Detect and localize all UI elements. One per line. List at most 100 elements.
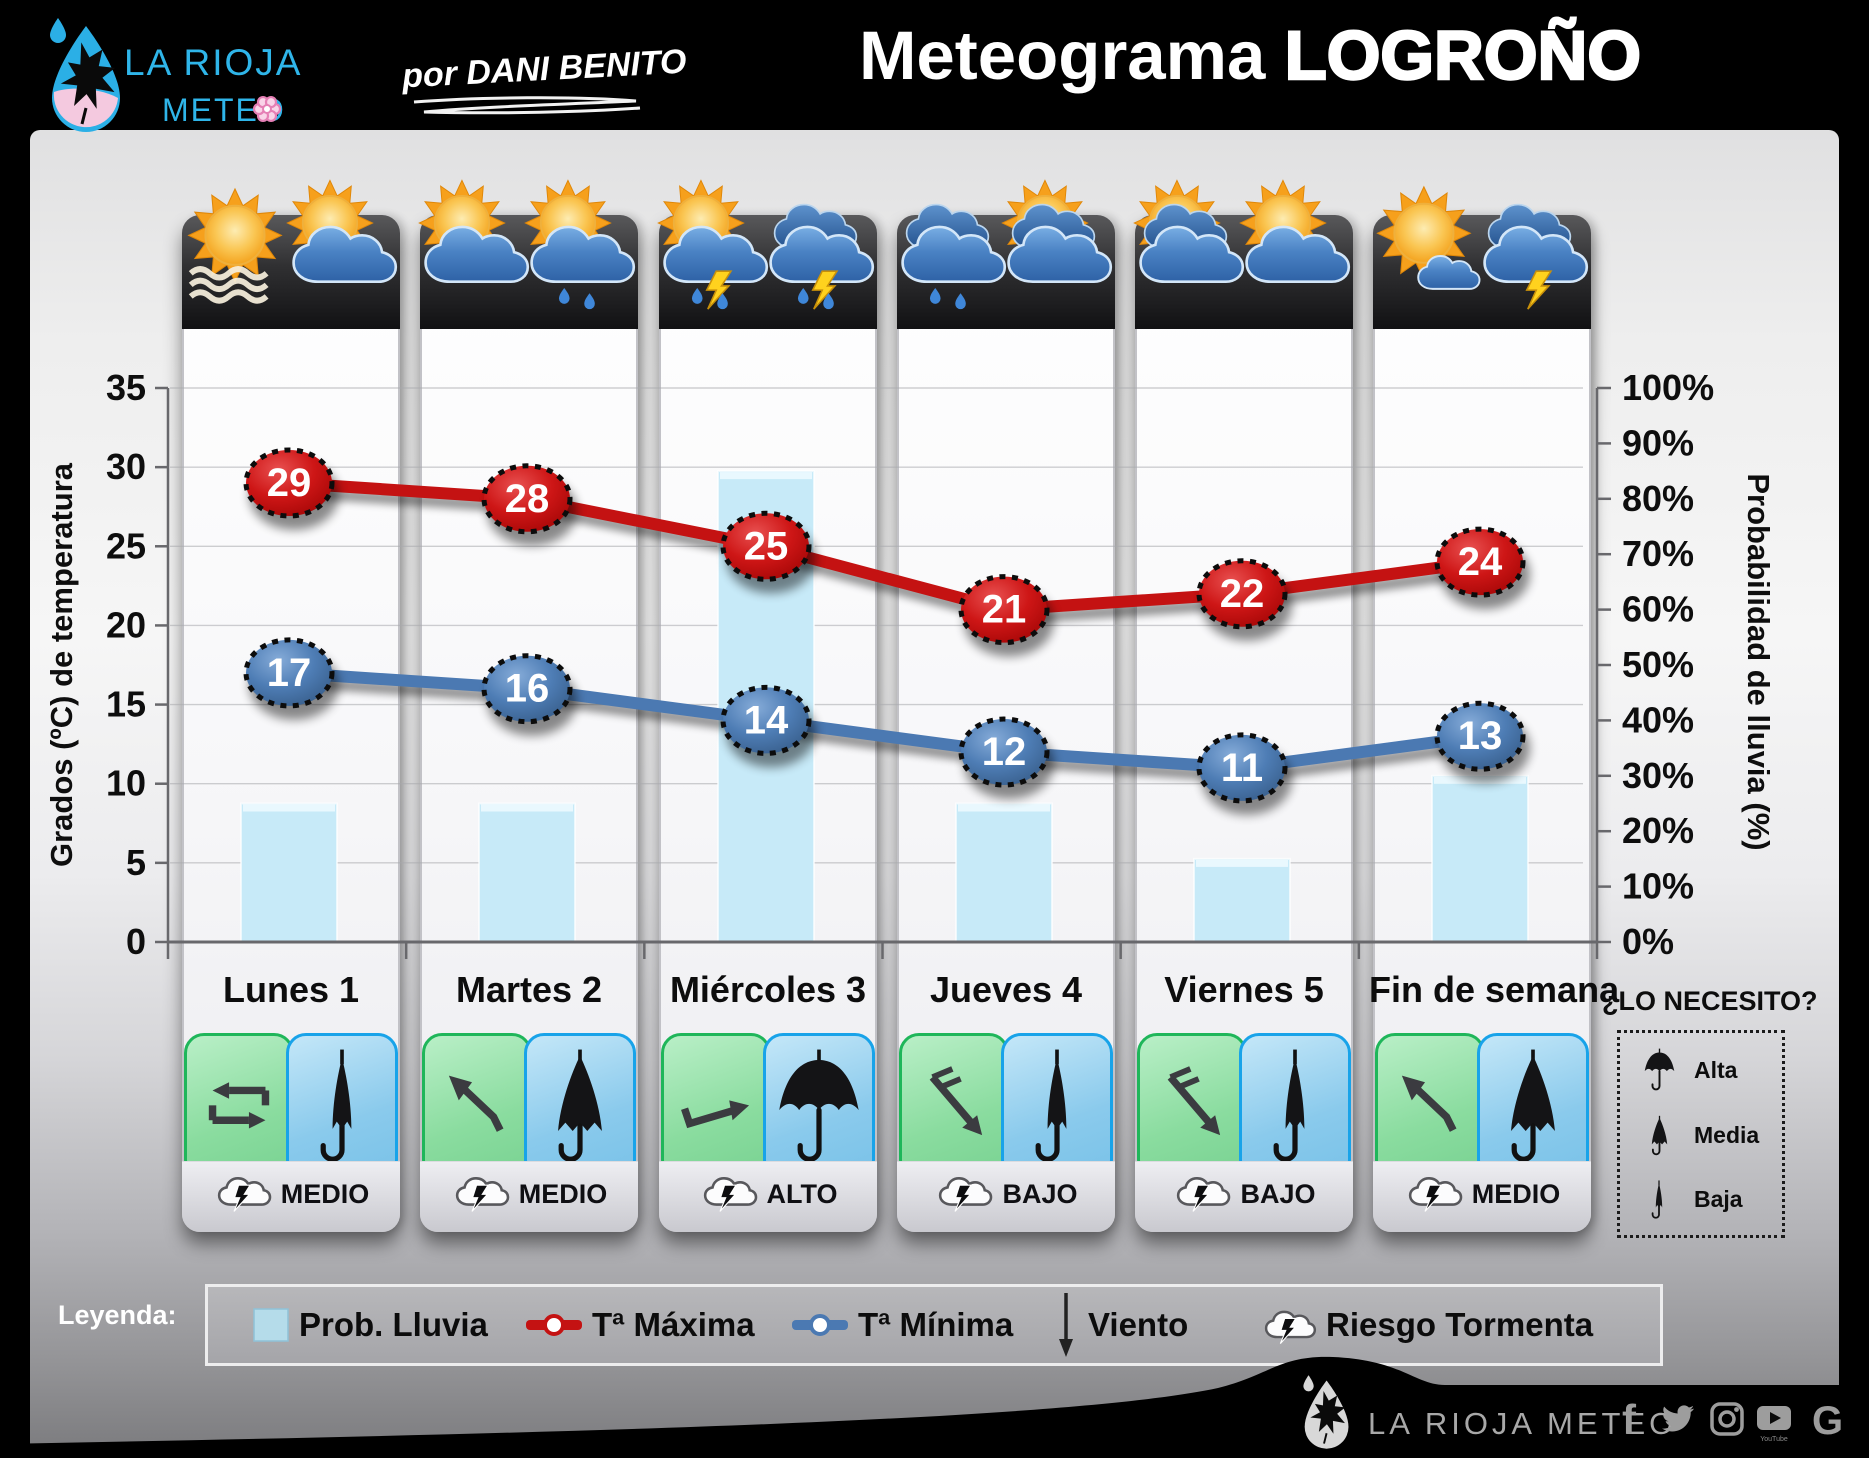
storm-risk: BAJO xyxy=(899,1164,1113,1224)
flower-o-icon xyxy=(252,95,282,123)
signature-underline xyxy=(413,96,641,115)
storm-risk-label: BAJO xyxy=(1240,1178,1316,1209)
day-column: Viernes 5 BAJO xyxy=(1133,179,1353,1232)
legend-label: Prob. Lluvia xyxy=(299,1306,488,1343)
storm-risk-strip xyxy=(897,1161,1115,1232)
weather-icons-header xyxy=(182,179,400,329)
facebook-icon[interactable]: f xyxy=(1614,1396,1650,1451)
day-column: Miércoles 3 ALTO xyxy=(657,179,877,1232)
umbrella-key-item: Baja xyxy=(1620,1179,1782,1221)
title-heavy: LOGROÑO xyxy=(1283,16,1642,96)
title-light: Meteograma xyxy=(858,17,1266,94)
umbrella-key-box: Alta Media Baja xyxy=(1617,1030,1785,1238)
umbrella-key-label: Media xyxy=(1694,1122,1760,1149)
youtube-label: YouTube xyxy=(1760,1436,1788,1443)
wind-nw-icon xyxy=(1401,1075,1457,1132)
la-rioja-meteo-logo-icon xyxy=(42,16,122,139)
day-label: Jueves 4 xyxy=(929,969,1083,1010)
legend-item: Prob. Lluvia xyxy=(253,1306,488,1344)
storm-cloud-lightning-icon xyxy=(939,1176,993,1212)
storm-cloud-lightning-icon xyxy=(1177,1176,1231,1212)
day-label: Martes 2 xyxy=(455,969,603,1010)
legend-item: Viento xyxy=(1054,1291,1188,1359)
storm-cloud-lightning-icon xyxy=(1264,1310,1317,1344)
storm-cloud-icon xyxy=(699,1168,757,1221)
weather-icons-header xyxy=(897,179,1115,329)
legend-label: Riesgo Tormenta xyxy=(1326,1306,1594,1343)
water-drop-leaf-logo-icon xyxy=(50,18,120,132)
rain-bar-swatch-icon xyxy=(253,1308,289,1342)
water-drop-leaf-logo-icon xyxy=(1303,1375,1349,1449)
umbrella-need-card xyxy=(524,1033,636,1180)
umbrella-baja-icon xyxy=(320,1049,352,1162)
storm-cloud-icon xyxy=(213,1168,272,1221)
wind-direction-card xyxy=(422,1033,532,1180)
wind-loop-icon xyxy=(208,1081,270,1128)
weather-cloud2-cloud-rain-icon xyxy=(901,203,1007,310)
weather-sun-cloud-lightning-rain-icon xyxy=(657,179,769,310)
umbrella-key-item: Alta xyxy=(1620,1047,1782,1093)
twitter-icon[interactable] xyxy=(1660,1400,1696,1451)
umbrella-need-card xyxy=(1477,1033,1589,1180)
author-byline: por DANI BENITO xyxy=(401,42,688,96)
weather-icons-header xyxy=(418,179,638,329)
umbrella-need-card xyxy=(763,1033,875,1180)
signature-squiggle-icon xyxy=(408,94,648,127)
google-icon[interactable]: G xyxy=(1810,1399,1846,1451)
umbrella-key-label: Alta xyxy=(1694,1056,1738,1083)
legend-item: Tª Máxima xyxy=(526,1306,755,1344)
umbrella-need-card xyxy=(1239,1033,1351,1180)
day-label: Viernes 5 xyxy=(1164,969,1324,1010)
day-column: Lunes 1 MEDIO xyxy=(182,179,400,1232)
instagram-icon[interactable] xyxy=(1710,1400,1746,1451)
weather-sun-cloud-icon xyxy=(1239,179,1351,284)
storm-risk: MEDIO xyxy=(1375,1164,1589,1224)
storm-cloud-lightning-icon xyxy=(217,1176,272,1212)
day-column: Jueves 4 BAJO xyxy=(897,179,1115,1232)
wind-direction-card xyxy=(1375,1033,1485,1180)
weather-sun-cloud2-cloud-icon xyxy=(1133,179,1245,284)
svg-text:G: G xyxy=(1812,1399,1843,1443)
storm-cloud-lightning-icon xyxy=(455,1176,510,1212)
storm-cloud-icon xyxy=(1404,1168,1463,1221)
day-label: Lunes 1 xyxy=(222,969,360,1010)
wind-direction-card xyxy=(184,1033,294,1180)
umbrella-media-icon xyxy=(1511,1049,1555,1162)
footer-logo-icon xyxy=(1298,1374,1350,1455)
weather-icons-header xyxy=(657,179,877,329)
weather-sun-cloud-rain-icon xyxy=(524,179,636,310)
umbrella-key-item: Media xyxy=(1620,1114,1782,1158)
wind-direction-card xyxy=(661,1033,771,1180)
storm-risk-label: MEDIO xyxy=(280,1178,370,1209)
line-red-series-icon xyxy=(526,1314,582,1336)
storm-cloud-icon xyxy=(1172,1168,1231,1221)
wind-barb-icon xyxy=(929,1065,983,1135)
weather-sun-cloudsmall-icon xyxy=(1376,185,1481,290)
weather-sun-fog-icon xyxy=(187,187,283,304)
storm-risk: BAJO xyxy=(1137,1164,1351,1224)
weather-icons-header xyxy=(1133,179,1353,329)
storm-risk: MEDIO xyxy=(184,1164,398,1224)
footer-brand: LA RIOJA METEO xyxy=(1368,1406,1678,1441)
weather-sun-cloud2-cloud-icon xyxy=(1001,179,1113,284)
wind-arrow-icon xyxy=(1059,1293,1073,1357)
storm-risk-label: MEDIO xyxy=(518,1178,608,1209)
storm-cloud-icon xyxy=(451,1168,510,1221)
storm-risk: MEDIO xyxy=(422,1164,636,1224)
storm-risk-strip xyxy=(659,1161,877,1232)
umbrella-baja-icon xyxy=(1651,1180,1663,1219)
left-axis-title: Grados (ºC) de temperatura xyxy=(44,462,79,868)
umbrella-need-card xyxy=(286,1033,398,1180)
weather-cloud2-cloud-lightning-icon xyxy=(1483,203,1589,310)
legend-item: Riesgo Tormenta xyxy=(1260,1302,1593,1348)
legend-label: Viento xyxy=(1088,1306,1189,1343)
flower-icon xyxy=(252,94,282,129)
youtube-icon[interactable]: YouTube xyxy=(1756,1400,1792,1451)
footer-band xyxy=(0,1356,1869,1458)
weather-sun-cloud-icon xyxy=(418,179,530,284)
wind-direction-card xyxy=(899,1033,1009,1180)
page-title: Meteograma LOGROÑO xyxy=(660,16,1840,96)
umbrella-baja-icon xyxy=(1035,1049,1067,1162)
legend-item: Tª Mínima xyxy=(792,1306,1013,1344)
